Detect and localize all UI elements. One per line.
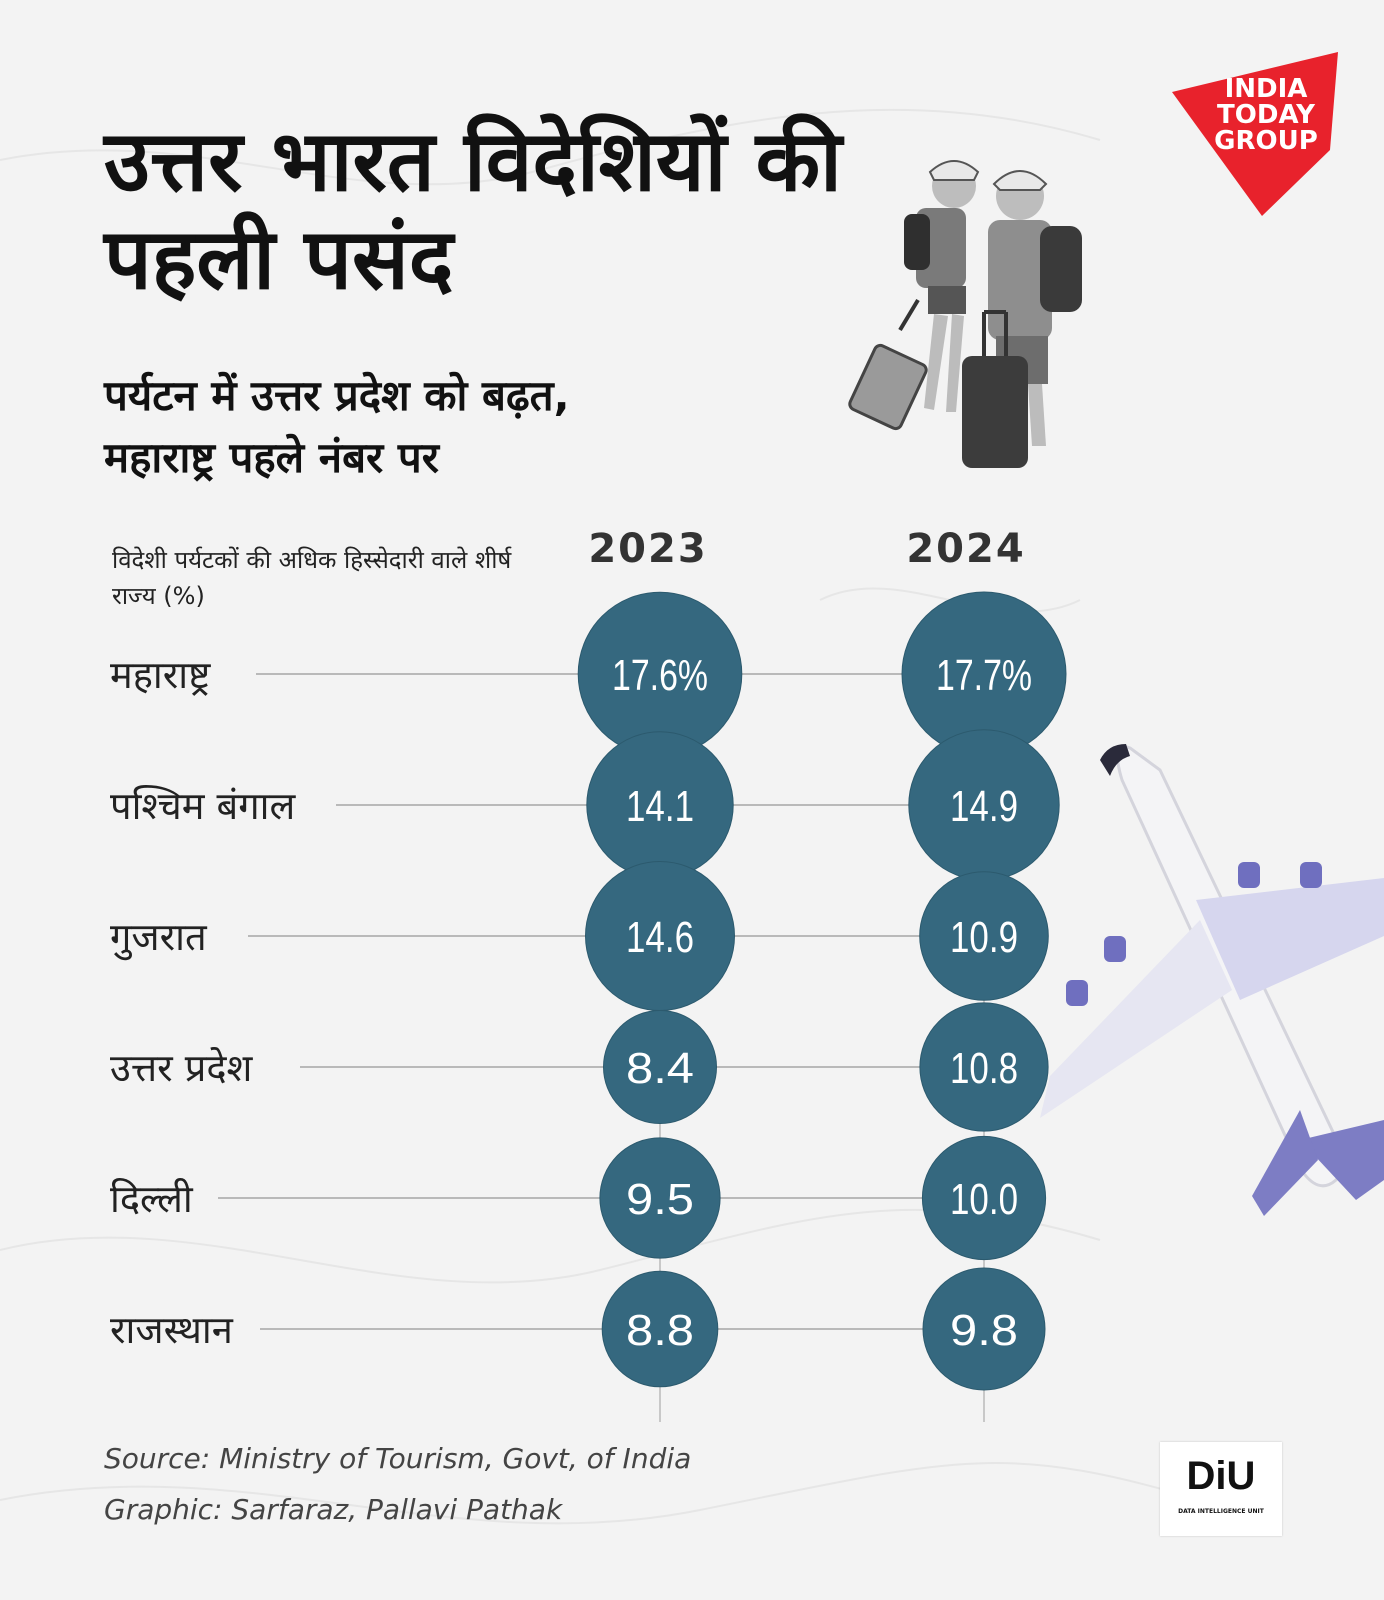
bubble-value-label: 8.8 [626, 1306, 694, 1355]
bubble-value-label: 14.6 [626, 913, 694, 962]
airplane-icon [1040, 744, 1384, 1216]
state-label: महाराष्ट्र [110, 653, 211, 697]
graphic-credit: Graphic: Sarfaraz, Pallavi Pathak [104, 1493, 563, 1526]
bubble-value-label: 17.6% [612, 651, 708, 700]
bubble-value-label: 9.5 [626, 1175, 694, 1224]
bubble-value-label: 10.0 [950, 1175, 1018, 1224]
state-label: पश्चिम बंगाल [110, 784, 296, 828]
background-contours [0, 108, 1201, 1525]
bubble-value-label: 8.4 [626, 1044, 694, 1093]
bubble-2023 [599, 1137, 721, 1259]
state-label: गुजरात [110, 915, 207, 959]
bubble-2023 [603, 1010, 717, 1124]
state-label: दिल्ली [110, 1177, 193, 1221]
india-today-logo: INDIA TODAY GROUP [1196, 76, 1336, 154]
page-subtitle: पर्यटन में उत्तर प्रदेश को बढ़त, महाराष्… [104, 365, 804, 489]
diu-logo: DiU DATA INTELLIGENCE UNIT [1160, 1442, 1282, 1536]
india-today-logo-shield [1172, 52, 1338, 216]
bubble-2024 [922, 1267, 1046, 1391]
bubble-chart: 17.6% 17.7% 14.1 14.9 14.6 10.9 8.4 10.8 9.5 10.0… [218, 591, 1067, 1422]
bubble-value-label: 14.9 [950, 782, 1018, 831]
source-text: Source: Ministry of Tourism, Govt, of In… [104, 1442, 692, 1475]
page-title: उत्तर भारत विदेशियों की पहली पसंद [104, 112, 842, 308]
logo-line-1: INDIA [1224, 74, 1308, 104]
bubble-2024 [919, 1002, 1049, 1132]
diu-logo-subtext: DATA INTELLIGENCE UNIT [1178, 1508, 1264, 1515]
subtitle-line-2: महाराष्ट्र पहले नंबर पर [104, 433, 439, 482]
travelers-icon [848, 160, 1082, 468]
bubble-value-label: 17.7% [936, 651, 1032, 700]
logo-line-2: TODAY [1217, 100, 1315, 130]
state-label: उत्तर प्रदेश [110, 1046, 253, 1090]
logo-line-3: GROUP [1214, 126, 1318, 156]
bubble-value-label: 9.8 [950, 1306, 1018, 1355]
bubble-value-label: 10.8 [950, 1044, 1018, 1093]
bubble-value-label: 10.9 [950, 913, 1018, 962]
bubble-2024 [919, 871, 1049, 1001]
column-header-2023: 2023 [588, 526, 708, 572]
metric-label: विदेशी पर्यटकों की अधिक हिस्सेदारी वाले … [112, 546, 512, 610]
state-label: राजस्थान [110, 1308, 233, 1352]
bubble-value-label: 14.1 [626, 782, 694, 831]
subtitle-line-1: पर्यटन में उत्तर प्रदेश को बढ़त, [104, 371, 570, 420]
diu-logo-text: DiU [1186, 1454, 1256, 1498]
bubble-2023 [601, 1270, 719, 1388]
bubble-2024 [921, 1135, 1047, 1261]
column-header-2024: 2024 [906, 526, 1026, 572]
